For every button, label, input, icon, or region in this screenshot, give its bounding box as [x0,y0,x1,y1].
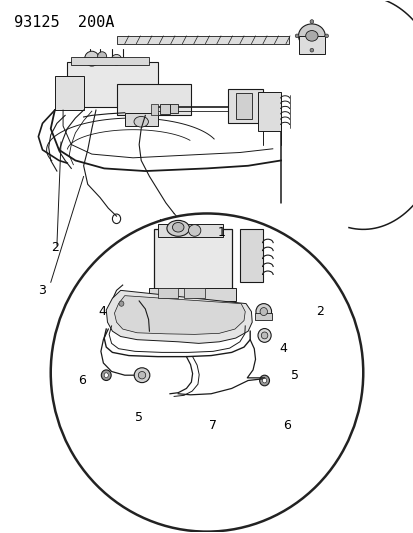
Ellipse shape [138,372,145,379]
Ellipse shape [111,54,121,65]
Ellipse shape [51,214,362,531]
Bar [157,288,178,298]
Bar [184,288,204,298]
Bar [239,229,262,282]
Ellipse shape [172,222,183,232]
Ellipse shape [119,301,123,306]
Text: 1: 1 [217,225,225,239]
Bar [67,62,157,108]
Text: 5: 5 [135,411,143,424]
Ellipse shape [294,34,298,38]
Text: 93125  200A: 93125 200A [14,14,114,30]
Bar [159,104,170,114]
Ellipse shape [324,34,328,38]
Ellipse shape [84,51,99,66]
Ellipse shape [166,220,189,236]
Polygon shape [114,296,244,334]
Bar [258,92,280,131]
Bar [55,76,83,110]
Ellipse shape [104,373,108,377]
Text: 7: 7 [209,419,217,432]
Text: 6: 6 [78,374,85,387]
Ellipse shape [101,370,111,381]
Ellipse shape [134,116,148,127]
Bar [227,89,262,123]
Ellipse shape [116,298,126,310]
Bar [71,57,149,65]
Bar [149,288,235,301]
Text: 4: 4 [278,342,286,355]
Text: 2: 2 [51,241,59,254]
Bar [124,113,157,126]
Bar [116,84,190,115]
Ellipse shape [259,375,269,386]
Ellipse shape [257,328,271,342]
Polygon shape [106,290,252,343]
Ellipse shape [305,30,317,41]
Bar [157,224,223,237]
Bar [153,229,231,290]
Ellipse shape [309,49,313,52]
Bar [170,104,178,113]
Ellipse shape [188,224,200,236]
Text: 2: 2 [316,305,323,318]
Ellipse shape [261,332,267,339]
Bar [151,104,157,115]
Ellipse shape [309,20,313,23]
Text: 6: 6 [282,419,290,432]
Text: 4: 4 [98,305,106,318]
Bar [298,36,324,54]
Bar [235,93,252,119]
Ellipse shape [262,378,266,383]
Ellipse shape [97,52,107,61]
Text: 5: 5 [291,369,299,382]
Bar [254,313,272,319]
Ellipse shape [255,304,271,319]
Ellipse shape [259,308,267,316]
Polygon shape [116,36,289,44]
Ellipse shape [298,24,325,48]
Ellipse shape [134,368,150,383]
Text: 3: 3 [38,284,46,297]
